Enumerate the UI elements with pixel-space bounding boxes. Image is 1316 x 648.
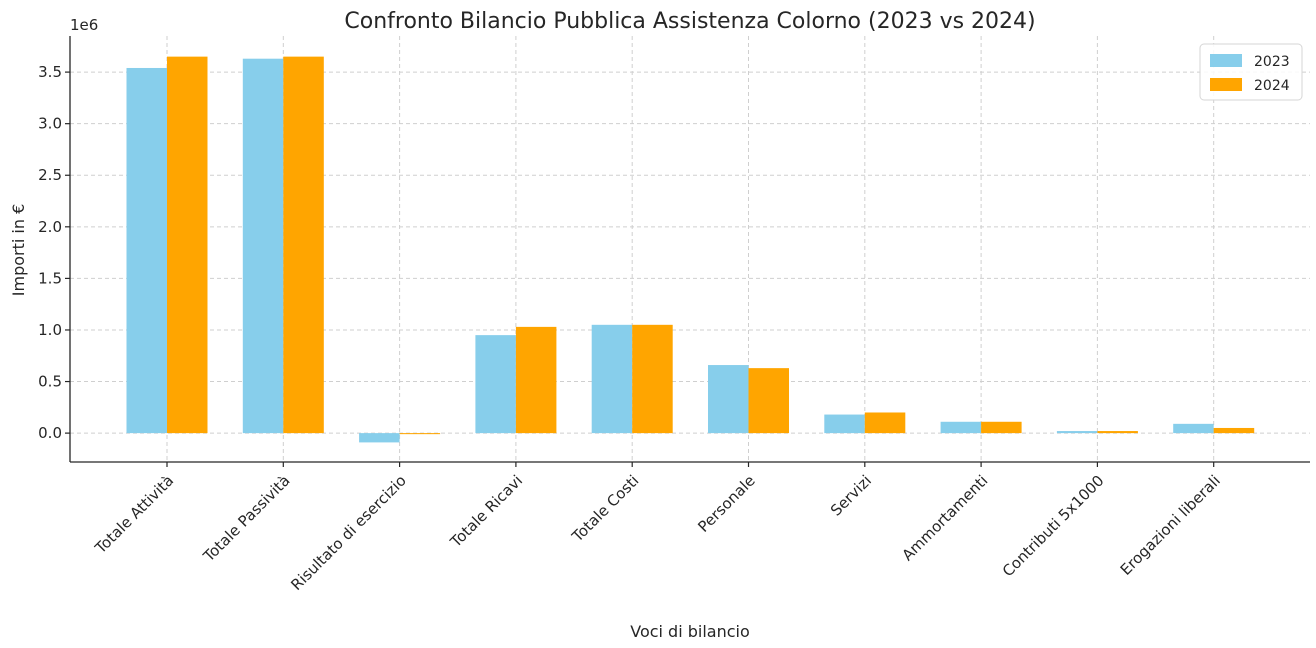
bar-2023-9 [1173, 423, 1214, 434]
x-tick-label: Ammortamenti [899, 472, 992, 565]
bar-2023-3 [475, 335, 516, 434]
bar-2024-0 [167, 56, 208, 434]
bar-2023-2 [359, 433, 400, 443]
y-tick-label: 0.5 [38, 373, 62, 391]
bar-2023-4 [591, 324, 633, 434]
y-tick-label: 0.0 [38, 424, 62, 442]
y-tick-label: 3.5 [38, 63, 62, 81]
bar-2024-2 [399, 433, 441, 435]
legend-swatch-2024 [1210, 78, 1242, 91]
legend: 2023 2024 [1199, 43, 1303, 101]
bars-group [126, 56, 1255, 443]
bar-2023-6 [824, 414, 865, 434]
y-offset-text: 1e6 [70, 16, 98, 34]
bar-2023-7 [940, 421, 982, 434]
bar-2024-8 [1097, 431, 1138, 434]
y-tick-label: 1.5 [38, 269, 62, 287]
chart-title: Confronto Bilancio Pubblica Assistenza C… [344, 9, 1035, 34]
bar-2024-6 [864, 412, 906, 434]
bar-2023-1 [242, 58, 284, 434]
x-axis-label: Voci di bilancio [630, 622, 750, 641]
y-axis-label: Importi in € [9, 204, 28, 296]
x-tick-label: Totale Costi [568, 472, 643, 547]
bar-2023-5 [708, 365, 749, 434]
bar-2024-9 [1213, 427, 1255, 434]
y-tick-label: 1.0 [38, 321, 62, 339]
y-tick-label: 2.0 [38, 218, 62, 236]
legend-label-2024: 2024 [1254, 78, 1290, 94]
y-tick-label: 3.0 [38, 115, 62, 133]
x-tick-label: Personale [694, 472, 758, 536]
x-tick-label: Totale Attività [91, 472, 177, 558]
legend-swatch-2023 [1210, 54, 1242, 67]
axes: 0.0 0.5 1.0 1.5 2.0 2.5 3.0 3.5 Totale Attività T… [38, 36, 1310, 594]
x-tick-label: Contributi 5x1000 [999, 472, 1108, 581]
legend-label-2023: 2023 [1254, 54, 1290, 70]
bar-2024-4 [632, 324, 673, 434]
x-tick-label: Totale Passività [199, 472, 293, 566]
y-tick-label: 2.5 [38, 166, 62, 184]
bar-2024-7 [981, 421, 1022, 434]
x-tick-label: Erogazioni liberali [1117, 472, 1224, 579]
bar-2023-8 [1056, 431, 1098, 434]
bar-2024-1 [283, 56, 324, 434]
x-tick-label: Totale Ricavi [446, 472, 526, 552]
bar-2024-5 [748, 368, 789, 434]
x-tick-label: Risultato di esercizio [287, 472, 409, 594]
x-tick-label: Servizi [827, 472, 875, 520]
bar-2024-3 [515, 326, 557, 434]
bar-2023-0 [126, 67, 167, 434]
